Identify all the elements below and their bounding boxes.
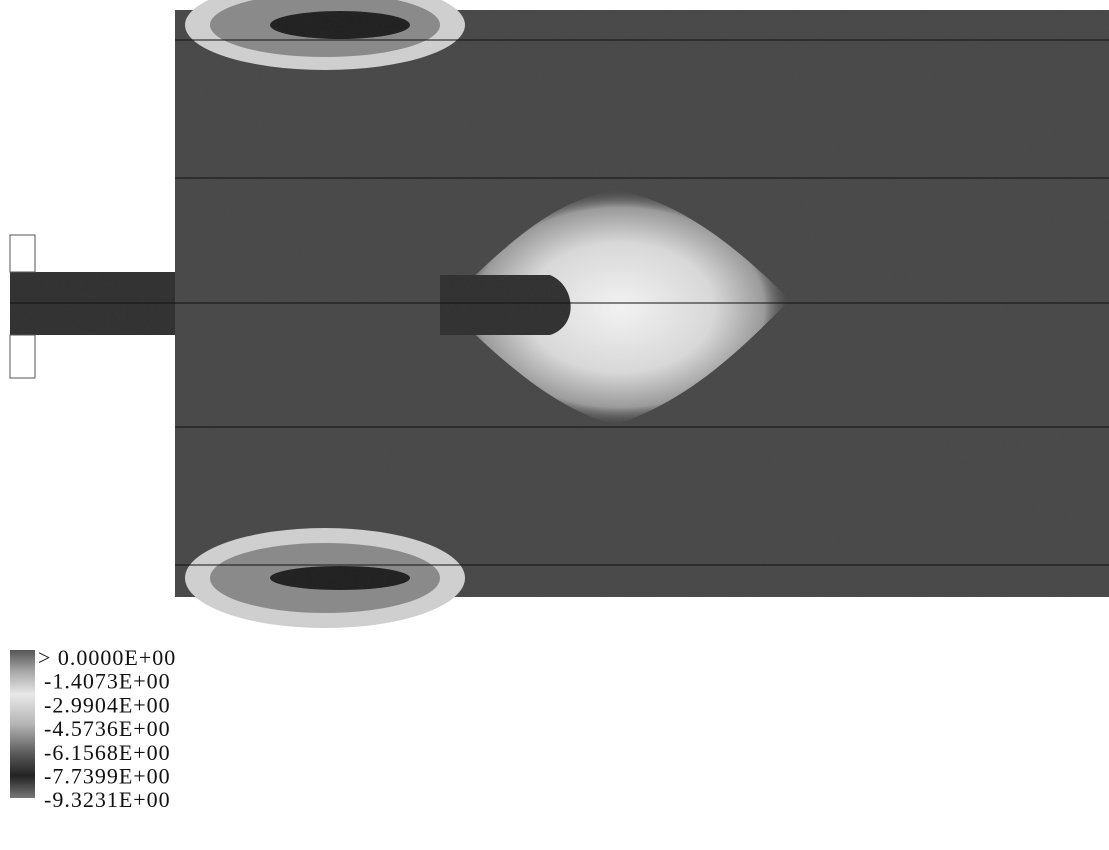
legend-level-label: -4.5736E+00 bbox=[44, 716, 171, 741]
bottom-vortex-core bbox=[270, 566, 410, 590]
legend-level-label: -9.3231E+00 bbox=[44, 787, 171, 812]
field bbox=[0, 0, 1109, 628]
contour-figure: > 0.0000E+00-1.4073E+00-2.9904E+00-4.573… bbox=[0, 0, 1109, 850]
legend-level-label: > 0.0000E+00 bbox=[38, 645, 176, 670]
top-vortex-core bbox=[270, 11, 410, 39]
page: {"legend": {"levels": ["> 0.0000E+00", "… bbox=[0, 0, 1109, 850]
colorbar bbox=[10, 650, 35, 798]
jet-core bbox=[440, 275, 571, 335]
legend-levels: > 0.0000E+00-1.4073E+00-2.9904E+00-4.573… bbox=[38, 645, 176, 812]
legend-level-label: -7.7399E+00 bbox=[44, 764, 171, 789]
body: > 0.0000E+00-1.4073E+00-2.9904E+00-4.573… bbox=[0, 0, 1109, 850]
mask-top-left bbox=[0, 0, 175, 10]
legend-level-label: -2.9904E+00 bbox=[44, 692, 171, 717]
inlet-box-bottom bbox=[10, 335, 35, 378]
inlet-box-top bbox=[10, 235, 35, 272]
legend-level-label: -1.4073E+00 bbox=[44, 669, 171, 694]
legend-level-label: -6.1568E+00 bbox=[44, 740, 171, 765]
